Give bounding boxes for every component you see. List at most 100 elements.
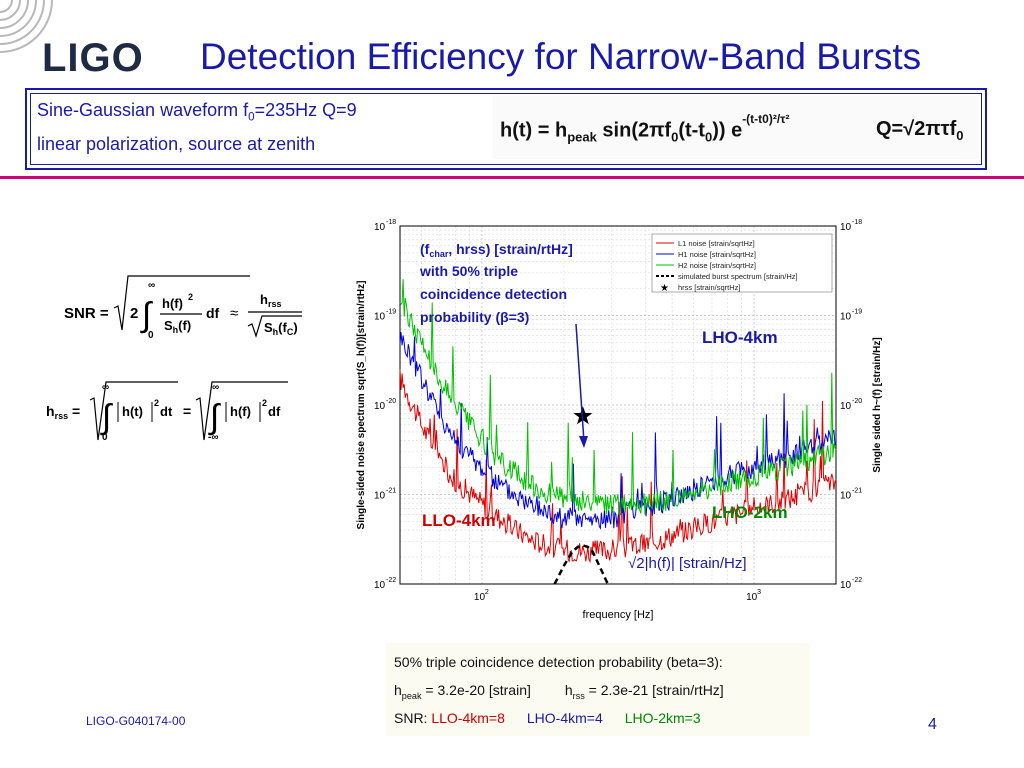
y-tick-label-right: 10 (840, 491, 852, 502)
y-tick-exponent-right: -19 (852, 309, 862, 316)
results-line1: 50% triple coincidence detection probabi… (394, 654, 723, 670)
page-number: 4 (928, 716, 937, 733)
legend-entry: hrss [strain/sqrtHz] (678, 283, 741, 292)
annotation-arrow (575, 323, 585, 443)
sqrt-sign-1 (113, 275, 250, 331)
x-tick-exponent: 3 (757, 589, 761, 596)
approx-sign: ≈ (230, 305, 238, 322)
eq-sign-2: = (183, 403, 191, 419)
y-tick-exponent-right: -18 (852, 219, 862, 226)
legend-entry: H2 noise [strain/sqrtHz] (678, 261, 756, 270)
integral-bottom-1: 0 (148, 330, 154, 341)
y-axis-label-right: Single sided h~(f) [strain/Hz] (872, 337, 883, 472)
integral-top-3: ∞ (212, 382, 219, 393)
sh-denominator: Sh(f) (164, 318, 191, 335)
y-tick-exponent-left: -22 (386, 577, 396, 584)
sqrt-sign-3 (89, 381, 178, 441)
y-tick-label-left: 10 (374, 580, 386, 591)
document-id: LIGO-G040174-00 (86, 714, 186, 728)
htilde-numerator: h(f) (162, 296, 183, 311)
y-tick-exponent-left: -20 (386, 398, 396, 405)
legend-box (651, 233, 833, 293)
legend-entry: simulated burst spectrum [strain/Hz] (678, 272, 798, 281)
snr-equations: SNR = 2 ∫ ∞ 0 h(f) 2 Sh(f) df ≈ hrss Sh(… (46, 275, 302, 443)
page-title: Detection Efficiency for Narrow-Band Bur… (200, 36, 922, 77)
snr-label: SNR = (64, 305, 109, 322)
waveform-formula: h(t) = hpeak sin(2πf0(t-t0)) e-(t-t0)²/τ… (500, 112, 790, 145)
x-tick-label: 10 (746, 592, 758, 603)
y-tick-label-left: 10 (374, 401, 386, 412)
annotation-fchar-line2: with 50% triple (419, 263, 518, 279)
shfc-denominator: Sh(fC) (264, 320, 298, 337)
series-2 (399, 279, 837, 515)
plot-frame (399, 225, 837, 585)
annotation-fchar-line3: coincidence detection (420, 286, 567, 302)
hrss-numerator: hrss (260, 292, 281, 309)
square-2: 2 (154, 398, 159, 408)
integral-top-1: ∞ (148, 280, 155, 291)
annotation-arrowhead (579, 436, 588, 448)
y-tick-label-right: 10 (840, 401, 852, 412)
integral-bottom-2: 0 (102, 432, 108, 443)
square-3: 2 (262, 398, 267, 408)
y-tick-exponent-left: -21 (386, 488, 396, 495)
y-tick-exponent-left: -18 (386, 219, 396, 226)
x-tick-label: 10 (474, 592, 486, 603)
dt-term: dt (160, 404, 173, 419)
y-tick-exponent-left: -19 (386, 309, 396, 316)
label-lho4: LHO-4km (702, 328, 778, 347)
series-1 (399, 332, 837, 530)
x-tick-exponent: 2 (485, 589, 489, 596)
legend-entry: L1 noise [strain/sqrtHz] (678, 239, 755, 248)
q-formula: Q=√2πτf0 (876, 118, 964, 143)
y-tick-exponent-right: -21 (852, 488, 862, 495)
integral-sign-1: ∫ (140, 296, 153, 334)
snr-two: 2 (130, 305, 138, 322)
ht-term: h(t) (122, 404, 143, 419)
y-tick-label-left: 10 (374, 491, 386, 502)
results-line2: hpeak = 3.2e-20 [strain] hrss = 2.3e-21 [… (394, 682, 724, 701)
label-htilde: √2|h(f)| [strain/Hz] (628, 555, 747, 572)
y-tick-label-left: 10 (374, 222, 386, 233)
formula-box (493, 96, 979, 159)
hrss-label: hrss = (46, 403, 80, 421)
square-1: 2 (188, 292, 193, 302)
annotation-fchar-line1: (fchar, hrss) [strain/rtHz] (420, 241, 573, 259)
divider-line (0, 176, 1024, 179)
y-tick-exponent-right: -20 (852, 398, 862, 405)
integral-sign-3: ∫ (208, 398, 221, 436)
legend-marker-star: ★ (660, 283, 669, 294)
waveform-description: Sine-Gaussian waveform f0=235Hz Q=9 (37, 100, 357, 124)
df-1: df (206, 305, 220, 321)
x-axis-label: frequency [Hz] (583, 609, 654, 621)
integral-top-2: ∞ (102, 382, 109, 393)
integral-bottom-3: -∞ (208, 432, 218, 443)
series-0 (399, 369, 837, 564)
header-box-outer (25, 88, 987, 170)
sqrt-sign-4 (195, 381, 288, 441)
series-burst-spectrum (553, 544, 609, 585)
y-axis-label-left: Single-sided noise spectrum sqrt(S_h(f))… (356, 281, 367, 530)
polarization-description: linear polarization, source at zenith (37, 134, 316, 154)
legend-entry: H1 noise [strain/sqrtHz] (678, 250, 756, 259)
hf-term: h(f) (230, 404, 251, 419)
y-tick-label-left: 10 (374, 312, 386, 323)
snr-lho4: LHO-4km=4 (526, 710, 603, 726)
annotation-fchar-line4: probability (β=3) (420, 309, 529, 325)
results-line3: SNR: LLO-4km=8 LHO-4km=4 LHO-2km=3 (394, 710, 701, 726)
results-box (386, 643, 810, 736)
chart-legend: L1 noise [strain/sqrtHz] H1 noise [strain… (651, 233, 833, 294)
label-lho2: LHO-2km (712, 503, 788, 522)
snr-llo: LLO-4km=8 (431, 710, 505, 726)
label-llo4: LLO-4km (422, 511, 496, 530)
y-tick-label-right: 10 (840, 312, 852, 323)
y-tick-exponent-right: -22 (852, 577, 862, 584)
df-2: df (268, 404, 281, 419)
sqrt-sign-2 (247, 315, 302, 338)
integral-sign-2: ∫ (100, 398, 113, 436)
snr-lho2: LHO-2km=3 (624, 710, 701, 726)
header-box-inner (30, 93, 982, 165)
y-tick-label-right: 10 (840, 222, 852, 233)
